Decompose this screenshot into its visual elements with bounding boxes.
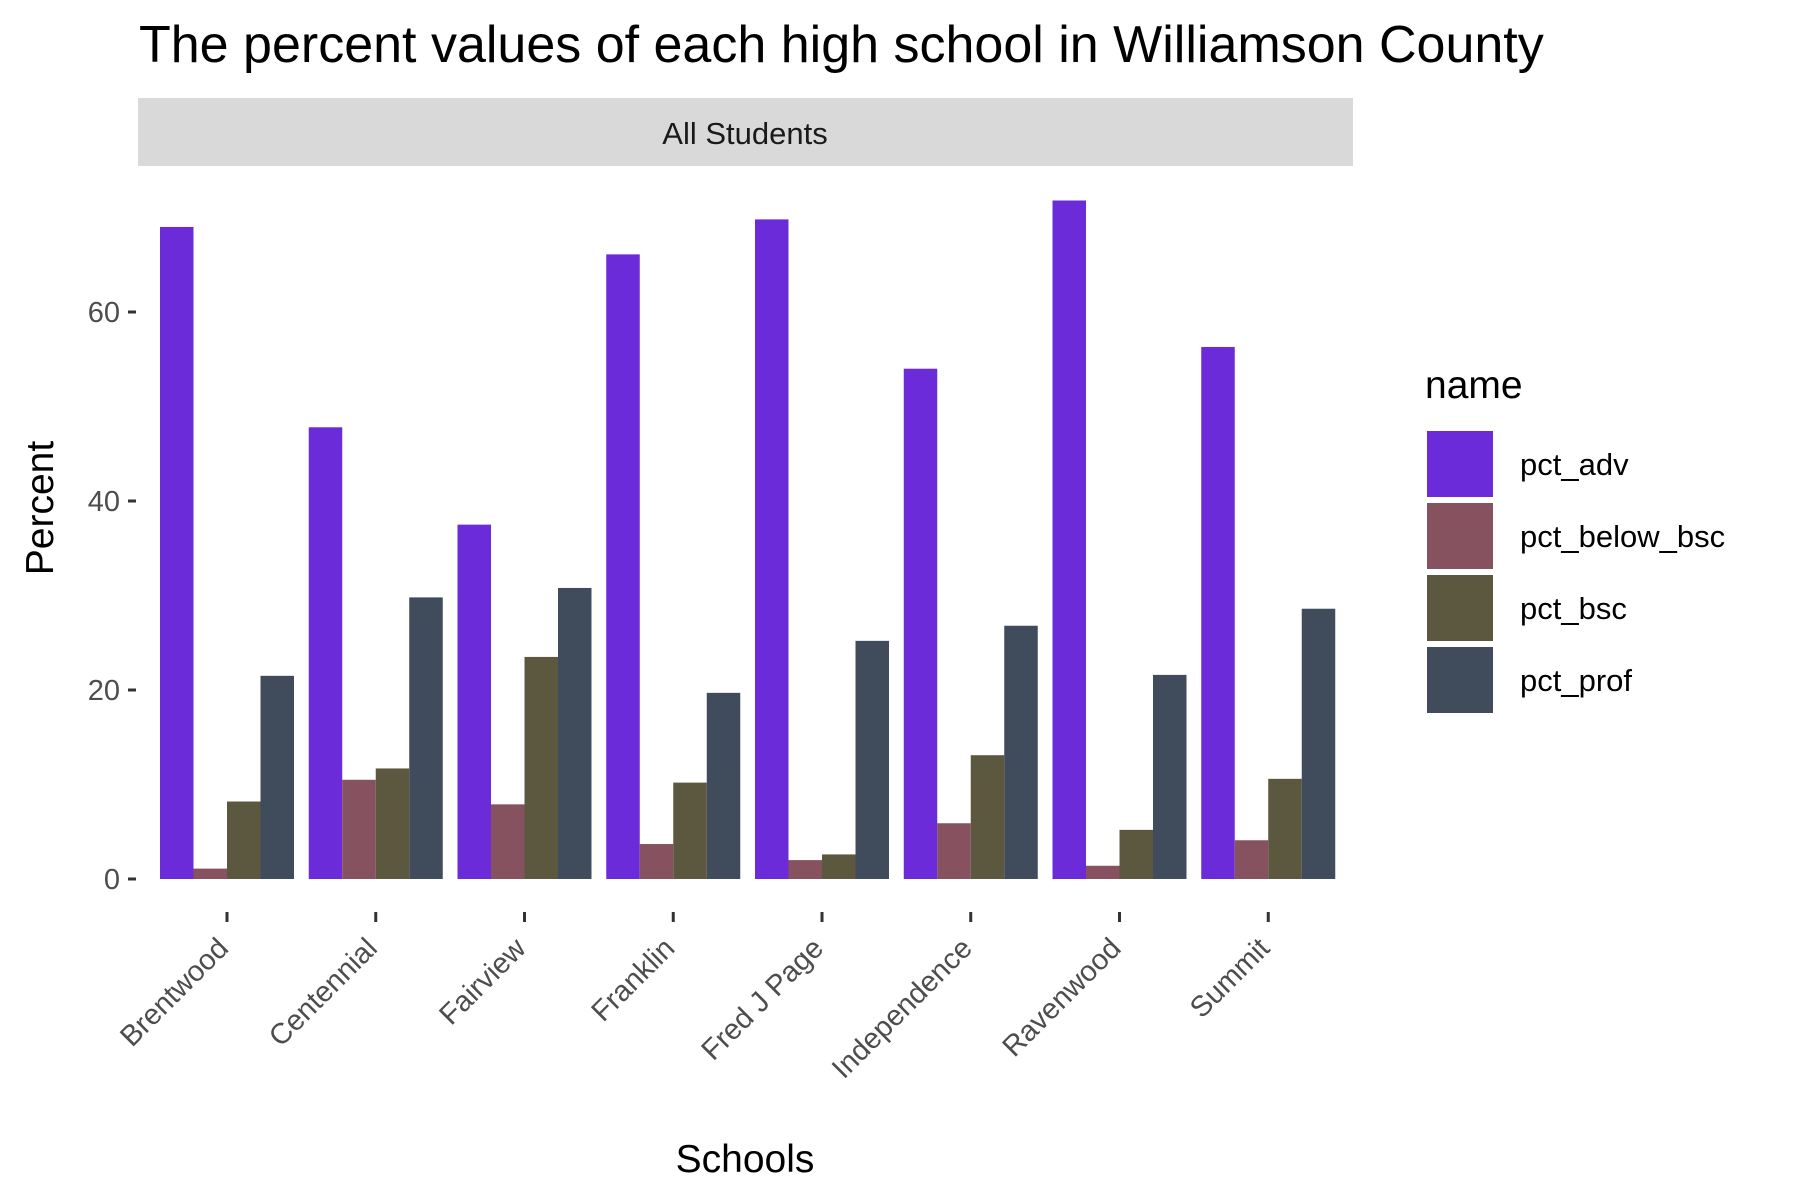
bar-pct_prof-centennial — [409, 597, 443, 879]
bar-layer — [160, 200, 1336, 880]
legend-title: name — [1425, 364, 1523, 407]
x-tick-label: Brentwood — [114, 932, 235, 1053]
bar-pct_adv-fairview — [457, 524, 491, 880]
bar-pct_prof-fairview — [558, 587, 592, 879]
bar-pct_bsc-ravenwood — [1119, 829, 1153, 879]
bar-pct_bsc-brentwood — [227, 801, 261, 879]
bar-pct_bsc-franklin — [673, 782, 707, 879]
x-tick-label: Fred J Page — [696, 932, 830, 1066]
x-axis: Brentwood Centennial Fairview Franklin Fred … — [114, 912, 1276, 1085]
bar-pct_bsc-fred-j-page — [822, 854, 856, 879]
bar-pct_adv-summit — [1201, 346, 1235, 880]
bar-pct_prof-summit — [1301, 608, 1336, 879]
legend-swatch-pct_adv — [1427, 431, 1493, 497]
bar-pct_adv-ravenwood — [1052, 200, 1086, 880]
bar-pct_prof-franklin — [706, 692, 741, 879]
bar-pct_adv-brentwood — [160, 226, 194, 879]
legend: name pct_adv pct_below_bsc pct_bsc pct_prof — [1425, 364, 1725, 713]
bar-pct_below_bsc-ravenwood — [1086, 865, 1120, 879]
bar-pct_prof-independence — [1004, 625, 1038, 879]
y-tick-label: 20 — [88, 675, 120, 707]
bar-pct_below_bsc-brentwood — [193, 868, 227, 879]
y-axis-title: Percent — [19, 441, 62, 576]
bar-pct_below_bsc-fairview — [491, 804, 525, 879]
bar-pct_below_bsc-centennial — [342, 779, 376, 879]
x-tick-label: Fairview — [433, 932, 533, 1032]
x-axis-title: Schools — [676, 1138, 815, 1181]
y-tick-label: 40 — [88, 486, 120, 518]
plot-area: 0 20 40 60 Brentwood Centennial Fairview Frank… — [88, 200, 1336, 1085]
legend-label-pct_adv: pct_adv — [1520, 447, 1629, 482]
legend-swatch-pct_bsc — [1427, 575, 1493, 641]
y-tick-label: 0 — [104, 864, 120, 896]
facet-label: All Students — [662, 116, 827, 151]
bar-pct_prof-fred-j-page — [855, 640, 889, 879]
bar-pct_below_bsc-franklin — [639, 844, 674, 879]
bar-pct_prof-ravenwood — [1153, 674, 1187, 879]
chart-title: The percent values of each high school i… — [139, 16, 1544, 74]
bar-pct_adv-centennial — [308, 427, 343, 879]
bar-pct_adv-fred-j-page — [755, 219, 789, 879]
y-tick-label: 60 — [88, 297, 120, 329]
facet-strip — [138, 98, 1353, 166]
bar-pct_below_bsc-independence — [937, 823, 971, 879]
legend-label-pct_prof: pct_prof — [1520, 663, 1632, 698]
bar-pct_adv-franklin — [606, 254, 640, 880]
bar-pct_below_bsc-summit — [1234, 840, 1269, 879]
legend-label-pct_below_bsc: pct_below_bsc — [1520, 519, 1725, 554]
x-tick-label: Centennial — [263, 932, 384, 1053]
x-tick-label: Independence — [826, 932, 979, 1085]
bar-pct_prof-brentwood — [260, 675, 294, 879]
bar-pct_bsc-fairview — [524, 656, 558, 879]
legend-swatch-pct_prof — [1427, 647, 1493, 713]
bar-pct_bsc-centennial — [375, 768, 410, 879]
x-tick-label: Franklin — [586, 932, 682, 1028]
bar-pct_bsc-summit — [1268, 778, 1302, 879]
legend-swatch-pct_below_bsc — [1427, 503, 1493, 569]
bar-pct_adv-independence — [903, 368, 938, 879]
legend-label-pct_bsc: pct_bsc — [1520, 591, 1627, 626]
y-axis: 0 20 40 60 — [88, 297, 136, 896]
x-tick-label: Ravenwood — [997, 932, 1128, 1063]
bar-pct_below_bsc-fred-j-page — [788, 860, 822, 879]
bar-pct_bsc-independence — [970, 755, 1005, 879]
x-tick-label: Summit — [1184, 932, 1276, 1024]
